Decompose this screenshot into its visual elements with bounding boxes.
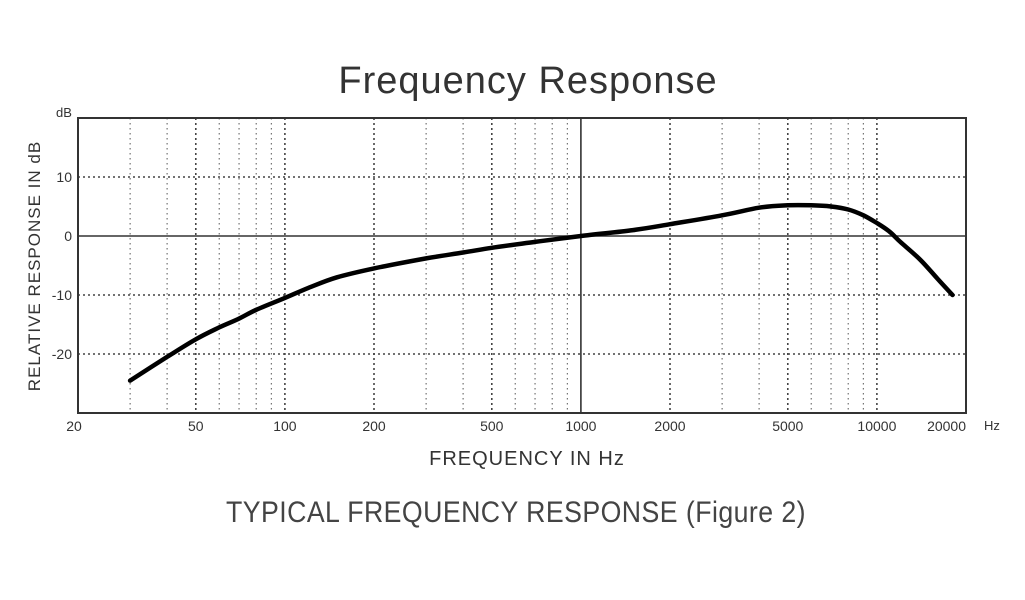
figure-caption: TYPICAL FREQUENCY RESPONSE (Figure 2): [226, 496, 806, 529]
frequency-response-curve: [127, 202, 955, 383]
x-axis-label: FREQUENCY IN Hz: [429, 448, 625, 470]
x-tick-label: 200: [362, 418, 386, 434]
y-axis-label: RELATIVE RESPONSE IN dB: [25, 141, 44, 391]
x-tick-label: 5000: [772, 418, 803, 434]
x-tick-label: 20: [66, 418, 82, 434]
x-tick-label: 100: [273, 418, 297, 434]
x-tick-label: 500: [480, 418, 504, 434]
x-tick-label: 2000: [654, 418, 685, 434]
grid-lines: [78, 118, 966, 413]
x-unit-label: Hz: [984, 418, 1000, 433]
y-unit-label: dB: [56, 105, 72, 120]
y-tick-label: -10: [52, 287, 72, 303]
x-tick-label: 20000: [927, 418, 966, 434]
x-tick-label: 1000: [565, 418, 596, 434]
y-tick-label: -20: [52, 346, 72, 362]
y-tick-label: 10: [56, 169, 72, 185]
x-tick-label: 50: [188, 418, 204, 434]
y-tick-label: 0: [64, 228, 72, 244]
plot-frame: [77, 117, 967, 414]
series-layer: [127, 202, 955, 383]
x-tick-labels: 20 50 100 200 500 1000 2000 5000 10000 20000: [66, 418, 966, 434]
chart-title: Frequency Response: [338, 60, 717, 102]
y-tick-labels: 10 0 -10 -20: [52, 169, 72, 362]
x-tick-label: 10000: [857, 418, 896, 434]
reference-lines: [78, 118, 966, 413]
